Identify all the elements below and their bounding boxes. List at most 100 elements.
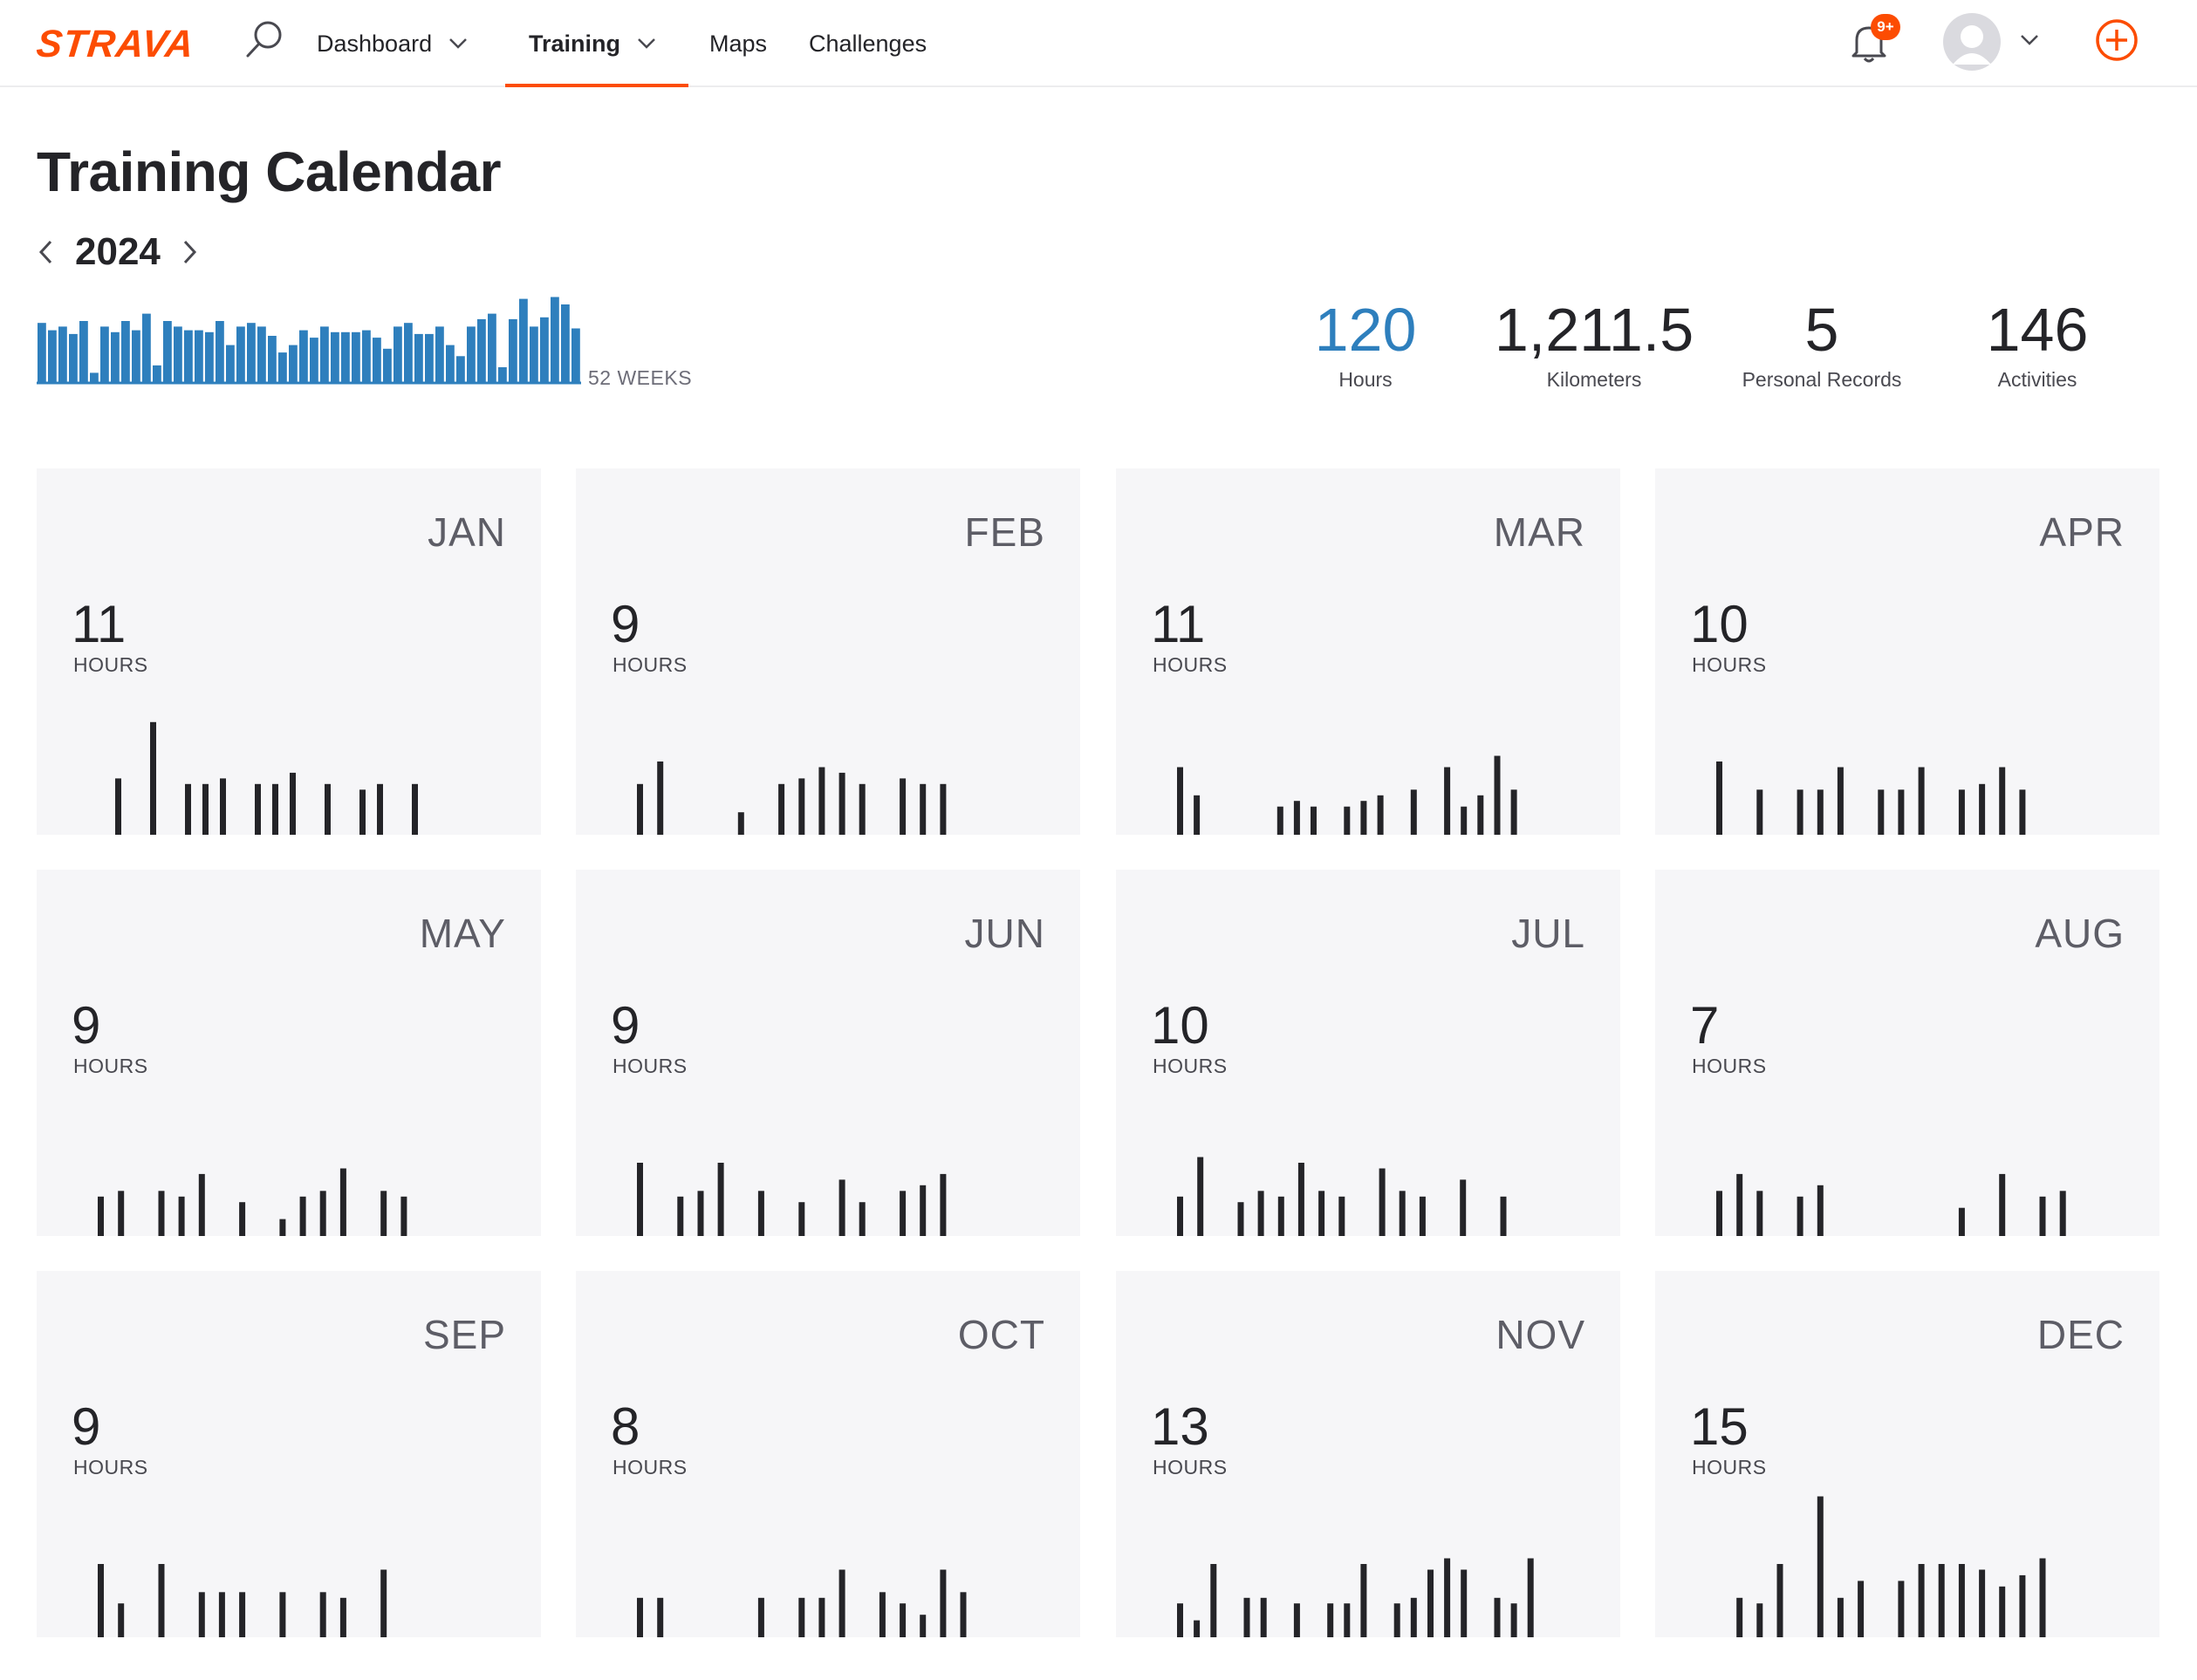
activity-bar[interactable] [920, 1185, 927, 1236]
activity-bar[interactable] [178, 1196, 185, 1236]
week-bar[interactable] [561, 304, 570, 382]
activity-bar[interactable] [1461, 806, 1468, 835]
activity-bar[interactable] [2019, 789, 2026, 835]
activity-bar[interactable] [299, 1196, 306, 1236]
activity-bar[interactable] [1276, 806, 1283, 835]
week-bar[interactable] [79, 321, 88, 382]
activity-bar[interactable] [1277, 1196, 1284, 1236]
activity-bar[interactable] [1979, 1569, 1986, 1638]
activity-bar[interactable] [677, 1196, 684, 1236]
chevron-down-icon[interactable] [2019, 33, 2040, 47]
activity-bar[interactable] [1958, 789, 1965, 835]
activity-bar[interactable] [239, 1592, 246, 1637]
activity-bar[interactable] [2039, 1558, 2046, 1638]
activity-bar[interactable] [920, 783, 927, 835]
activity-bar[interactable] [757, 1597, 764, 1637]
activity-bar[interactable] [400, 1196, 407, 1236]
week-bar[interactable] [278, 352, 287, 382]
week-bar[interactable] [163, 321, 172, 382]
activity-bar[interactable] [2039, 1196, 2046, 1236]
activity-bar[interactable] [879, 1592, 886, 1637]
activity-bar[interactable] [1817, 789, 1824, 835]
activity-bar[interactable] [1360, 801, 1367, 835]
week-bar[interactable] [341, 331, 350, 382]
week-bar[interactable] [456, 356, 465, 382]
week-bar[interactable] [362, 330, 371, 382]
weekly-hours-chart[interactable] [37, 290, 581, 386]
activity-bar[interactable] [1194, 795, 1201, 835]
activity-bar[interactable] [798, 1597, 805, 1637]
activity-bar[interactable] [198, 1173, 205, 1236]
activity-bar[interactable] [778, 783, 785, 835]
activity-bar[interactable] [900, 1603, 907, 1637]
activity-bar[interactable] [838, 1569, 845, 1638]
activity-bar[interactable] [185, 783, 191, 835]
activity-bar[interactable] [1293, 801, 1300, 835]
week-bar[interactable] [310, 338, 318, 382]
activity-bar[interactable] [1837, 1597, 1844, 1637]
activity-bar[interactable] [1237, 1202, 1244, 1236]
activity-bar[interactable] [1399, 1191, 1406, 1236]
activity-bar[interactable] [290, 772, 296, 835]
activity-bar[interactable] [1999, 767, 2006, 836]
activity-bar[interactable] [1243, 1597, 1250, 1637]
activity-bar[interactable] [838, 772, 845, 835]
month-card-jul[interactable]: JUL 10 HOURS [1116, 870, 1620, 1236]
activity-bar[interactable] [115, 778, 121, 835]
month-card-nov[interactable]: NOV 13 HOURS [1116, 1271, 1620, 1637]
week-bar[interactable] [268, 336, 277, 382]
activity-bar[interactable] [1197, 1157, 1204, 1237]
activity-bar[interactable] [202, 783, 209, 835]
activity-bar[interactable] [1878, 789, 1885, 835]
week-bar[interactable] [488, 313, 496, 382]
bell-icon[interactable] [1843, 17, 1895, 66]
activity-bar[interactable] [1460, 1179, 1467, 1236]
activity-bar[interactable] [1858, 1581, 1865, 1637]
week-bar[interactable] [289, 345, 298, 382]
week-bar[interactable] [394, 326, 402, 382]
activity-bar[interactable] [637, 1597, 643, 1637]
activity-bar[interactable] [220, 778, 226, 835]
activity-bar[interactable] [158, 1191, 165, 1236]
activity-bar[interactable] [1527, 1558, 1534, 1638]
week-bar[interactable] [352, 331, 360, 382]
activity-bar[interactable] [1999, 1173, 2006, 1236]
activity-bar[interactable] [1177, 1603, 1183, 1637]
activity-bar[interactable] [1410, 1597, 1417, 1637]
activity-bar[interactable] [1776, 1564, 1783, 1637]
activity-bar[interactable] [838, 1179, 845, 1236]
activity-bar[interactable] [319, 1191, 326, 1236]
activity-bar[interactable] [158, 1564, 165, 1637]
month-card-dec[interactable]: DEC 15 HOURS [1655, 1271, 2159, 1637]
week-bar[interactable] [435, 326, 444, 382]
activity-bar[interactable] [1311, 806, 1317, 835]
week-bar[interactable] [257, 326, 266, 382]
activity-bar[interactable] [1461, 1569, 1468, 1638]
activity-bar[interactable] [940, 1569, 947, 1638]
activity-bar[interactable] [1837, 767, 1844, 836]
activity-bar[interactable] [1293, 1603, 1300, 1637]
activity-bar[interactable] [1736, 1173, 1743, 1236]
activity-bar[interactable] [1377, 795, 1384, 835]
month-card-oct[interactable]: OCT 8 HOURS [576, 1271, 1080, 1637]
activity-bar[interactable] [1444, 1558, 1451, 1638]
activity-bar[interactable] [412, 783, 418, 835]
week-bar[interactable] [216, 321, 224, 382]
week-bar[interactable] [320, 326, 329, 382]
activity-bar[interactable] [1344, 806, 1351, 835]
activity-bar[interactable] [150, 721, 156, 835]
activity-bar[interactable] [1500, 1196, 1507, 1236]
week-bar[interactable] [509, 318, 517, 382]
month-card-sep[interactable]: SEP 9 HOURS [37, 1271, 541, 1637]
activity-bar[interactable] [255, 783, 261, 835]
week-bar[interactable] [121, 321, 130, 382]
week-bar[interactable] [100, 326, 109, 382]
activity-bar[interactable] [339, 1597, 346, 1637]
activity-bar[interactable] [1393, 1603, 1400, 1637]
activity-bar[interactable] [798, 1202, 805, 1236]
activity-bar[interactable] [272, 783, 278, 835]
week-bar[interactable] [373, 338, 381, 382]
activity-bar[interactable] [2059, 1191, 2066, 1236]
activity-bar[interactable] [1210, 1564, 1217, 1637]
activity-bar[interactable] [1958, 1564, 1965, 1637]
